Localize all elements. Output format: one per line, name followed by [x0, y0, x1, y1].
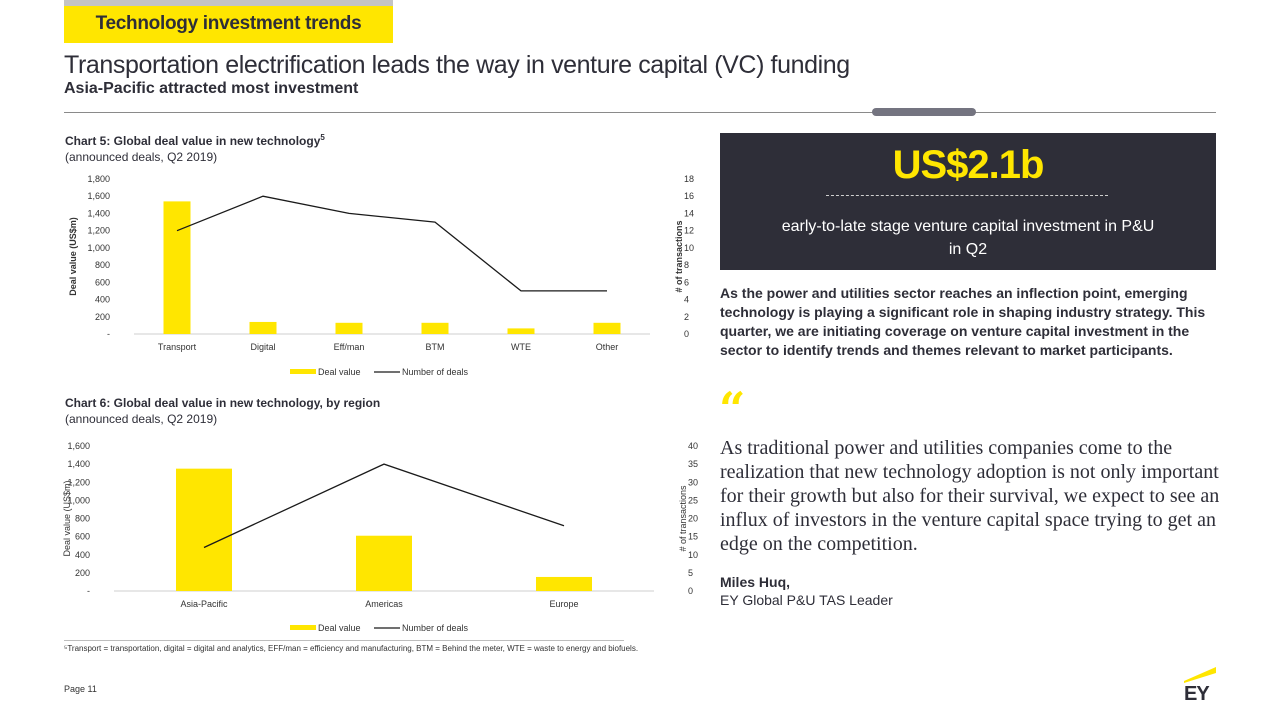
page-indicator-pill	[872, 108, 976, 116]
section-tag-stripe	[64, 0, 393, 6]
chart5-title-text: Chart 5: Global deal value in new techno…	[65, 134, 321, 148]
chart6-ytick-label: 600	[75, 532, 90, 542]
chart6-y2tick-label: 10	[688, 550, 698, 560]
chart6-y2tick-label: 40	[688, 441, 698, 451]
chart5-xtick-label: BTM	[426, 342, 445, 352]
chart5-deals-line	[176, 195, 607, 292]
chart5-y2tick-label: 12	[684, 226, 694, 236]
chart5-ytick-label: 1,800	[87, 174, 110, 184]
chart6-y2tick-label: 15	[688, 532, 698, 542]
chart5-ytick-label: 200	[95, 312, 110, 322]
chart6-y2tick-label: 0	[688, 586, 693, 596]
chart5-ytick-label: 1,400	[87, 208, 110, 218]
footnote-divider	[64, 640, 624, 641]
ey-logo-icon: EY	[1184, 667, 1216, 702]
page-title: Transportation electrification leads the…	[64, 51, 850, 79]
quote-text: As traditional power and utilities compa…	[720, 437, 1220, 555]
chart5-y2tick-label: 2	[684, 312, 689, 322]
chart5-ytick-label: 1,600	[87, 191, 110, 201]
chart5-y2tick-label: 4	[684, 295, 689, 305]
chart5-ytick-label: -	[107, 329, 110, 339]
chart5-ytick-label: 600	[95, 277, 110, 287]
stat-callout: US$2.1b early-to-late stage venture capi…	[720, 133, 1216, 270]
intro-paragraph: As the power and utilities sector reache…	[720, 285, 1206, 358]
chart5-legend-bar-swatch	[290, 369, 316, 374]
stat-description: early-to-late stage venture capital inve…	[781, 218, 1155, 258]
quote-mark-icon: “	[719, 382, 746, 436]
ey-logo-text: EY	[1184, 683, 1210, 702]
page-subtitle: Asia-Pacific attracted most investment	[64, 80, 359, 97]
chart6-xtick-label: Americas	[365, 599, 403, 609]
chart6-y2tick-label: 5	[688, 568, 693, 578]
chart6-ytick-label: 800	[75, 514, 90, 524]
page-number: Page 11	[64, 684, 97, 694]
chart5-xtick-label: Transport	[158, 342, 197, 352]
chart5-bar-other	[593, 322, 621, 334]
chart6-xtick-label: Europe	[549, 599, 578, 609]
chart5-title: Chart 5: Global deal value in new techno…	[65, 133, 325, 148]
chart6-y2tick-label: 30	[688, 477, 698, 487]
chart5-y2tick-label: 0	[684, 329, 689, 339]
chart5-subtitle: (announced deals, Q2 2019)	[65, 150, 218, 164]
chart6-title: Chart 6: Global deal value in new techno…	[65, 396, 381, 410]
chart6-ytick-label: 1,200	[67, 477, 90, 487]
chart5-ytick-label: 800	[95, 260, 110, 270]
chart6-ytick-label: 200	[75, 568, 90, 578]
chart6-legend-line-label: Number of deals	[402, 623, 469, 633]
chart6-deals-line	[203, 463, 565, 549]
chart5-y2tick-label: 6	[684, 277, 689, 287]
chart6-bar-americas	[356, 535, 412, 591]
chart6-ytick-label: 1,400	[67, 459, 90, 469]
chart5-title-footnote-ref: 5	[320, 133, 325, 142]
chart5-bar-eff-man	[335, 322, 363, 334]
chart6-plot: - 200 400 600 800 1,000 1,200 1,400 1,600 0 5 10 15 2…	[62, 441, 698, 633]
chart5-bar-transport	[163, 201, 191, 334]
chart6-ytick-label: 1,000	[67, 495, 90, 505]
quote-author: Miles Huq,	[720, 574, 791, 590]
chart5-y2tick-label: 16	[684, 191, 694, 201]
quote-author-role: EY Global P&U TAS Leader	[720, 592, 893, 608]
chart5-y2tick-label: 18	[684, 174, 694, 184]
chart5-legend-line-label: Number of deals	[402, 367, 469, 377]
footnote: ⁵Transport = transportation, digital = d…	[64, 644, 639, 653]
chart5-ytick-label: 1,000	[87, 243, 110, 253]
chart6-y2tick-label: 25	[688, 495, 698, 505]
chart5-y2tick-label: 14	[684, 208, 694, 218]
chart5-ylabel: Deal value (US$m)	[68, 217, 78, 296]
chart5-bar-digital	[249, 321, 277, 334]
header-divider	[64, 112, 1216, 113]
chart6-y2tick-label: 20	[688, 514, 698, 524]
chart6-ytick-label: 400	[75, 550, 90, 560]
chart5-ytick-label: 400	[95, 295, 110, 305]
chart5-xtick-label: Eff/man	[334, 342, 365, 352]
chart6-legend-bar-label: Deal value	[318, 623, 361, 633]
chart5-ytick-label: 1,200	[87, 226, 110, 236]
chart6-subtitle: (announced deals, Q2 2019)	[65, 412, 218, 426]
chart6-ytick-label: 1,600	[67, 441, 90, 451]
chart5-bar-btm	[421, 322, 449, 334]
chart5-plot: - 200 400 600 800 1,000 1,200 1,400 1,600 1,800 0 2…	[68, 174, 694, 377]
stat-divider	[826, 195, 1108, 196]
section-tag-label: Technology investment trends	[95, 13, 362, 34]
chart5-xtick-label: WTE	[511, 342, 531, 352]
ey-logo-beam	[1184, 667, 1216, 683]
chart5-y2label: # of transactions	[674, 220, 684, 292]
chart5-xtick-label: Digital	[250, 342, 275, 352]
stat-value: US$2.1b	[892, 143, 1045, 187]
chart5-xtick-label: Other	[596, 342, 619, 352]
chart6-ytick-label: -	[87, 586, 90, 596]
chart6-y2tick-label: 35	[688, 459, 698, 469]
chart6-xtick-label: Asia-Pacific	[180, 599, 228, 609]
chart5-y2tick-label: 8	[684, 260, 689, 270]
chart6-bar-europe	[536, 576, 592, 591]
chart5-y2tick-label: 10	[684, 243, 694, 253]
chart6-legend-bar-swatch	[290, 625, 316, 630]
chart6-y2label: # of transactions	[678, 485, 688, 552]
chart6-ylabel: Deal value (US$m)	[62, 480, 72, 556]
chart5-legend-bar-label: Deal value	[318, 367, 361, 377]
chart5-bar-wte	[507, 328, 535, 334]
chart6-bar-asia-pacific	[176, 468, 232, 591]
section-tag: Technology investment trends	[64, 0, 393, 43]
